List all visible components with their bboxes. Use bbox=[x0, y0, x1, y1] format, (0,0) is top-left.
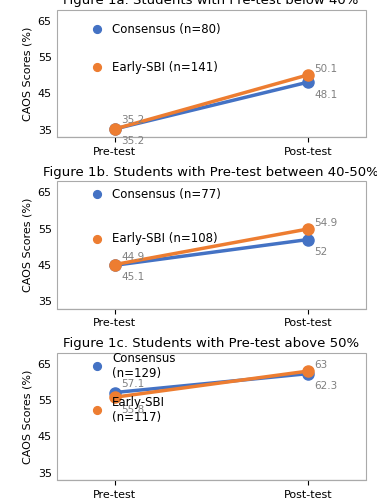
Text: 63: 63 bbox=[315, 360, 328, 370]
Title: Figure 1b. Students with Pre-test between 40-50%: Figure 1b. Students with Pre-test betwee… bbox=[43, 166, 377, 179]
Title: Figure 1a. Students with Pre-test below 40%: Figure 1a. Students with Pre-test below … bbox=[63, 0, 359, 8]
Bar bbox=[57, 182, 366, 308]
Y-axis label: CAOS Scores (%): CAOS Scores (%) bbox=[22, 26, 32, 120]
Text: Consensus (n=77): Consensus (n=77) bbox=[112, 188, 221, 200]
Text: 48.1: 48.1 bbox=[315, 90, 338, 100]
Text: Early-SBI (n=108): Early-SBI (n=108) bbox=[112, 232, 218, 245]
Text: 52: 52 bbox=[315, 247, 328, 257]
Bar bbox=[57, 353, 366, 480]
Bar bbox=[57, 10, 366, 137]
Text: 57.1: 57.1 bbox=[121, 379, 145, 389]
Text: 54.9: 54.9 bbox=[315, 218, 338, 228]
Y-axis label: CAOS Scores (%): CAOS Scores (%) bbox=[22, 198, 32, 292]
Y-axis label: CAOS Scores (%): CAOS Scores (%) bbox=[22, 370, 32, 464]
Title: Figure 1c. Students with Pre-test above 50%: Figure 1c. Students with Pre-test above … bbox=[63, 338, 359, 350]
Text: 50.1: 50.1 bbox=[315, 64, 338, 74]
Text: 55.8: 55.8 bbox=[121, 404, 145, 414]
Text: 44.9: 44.9 bbox=[121, 252, 145, 262]
Text: Early-SBI (n=141): Early-SBI (n=141) bbox=[112, 60, 218, 74]
Text: Consensus (n=80): Consensus (n=80) bbox=[112, 22, 221, 36]
Text: 62.3: 62.3 bbox=[315, 381, 338, 391]
Text: Consensus
(n=129): Consensus (n=129) bbox=[112, 352, 176, 380]
Text: 35.2: 35.2 bbox=[121, 116, 145, 126]
Text: 35.2: 35.2 bbox=[121, 136, 145, 146]
Text: 45.1: 45.1 bbox=[121, 272, 145, 282]
Text: Early-SBI
(n=117): Early-SBI (n=117) bbox=[112, 396, 165, 424]
